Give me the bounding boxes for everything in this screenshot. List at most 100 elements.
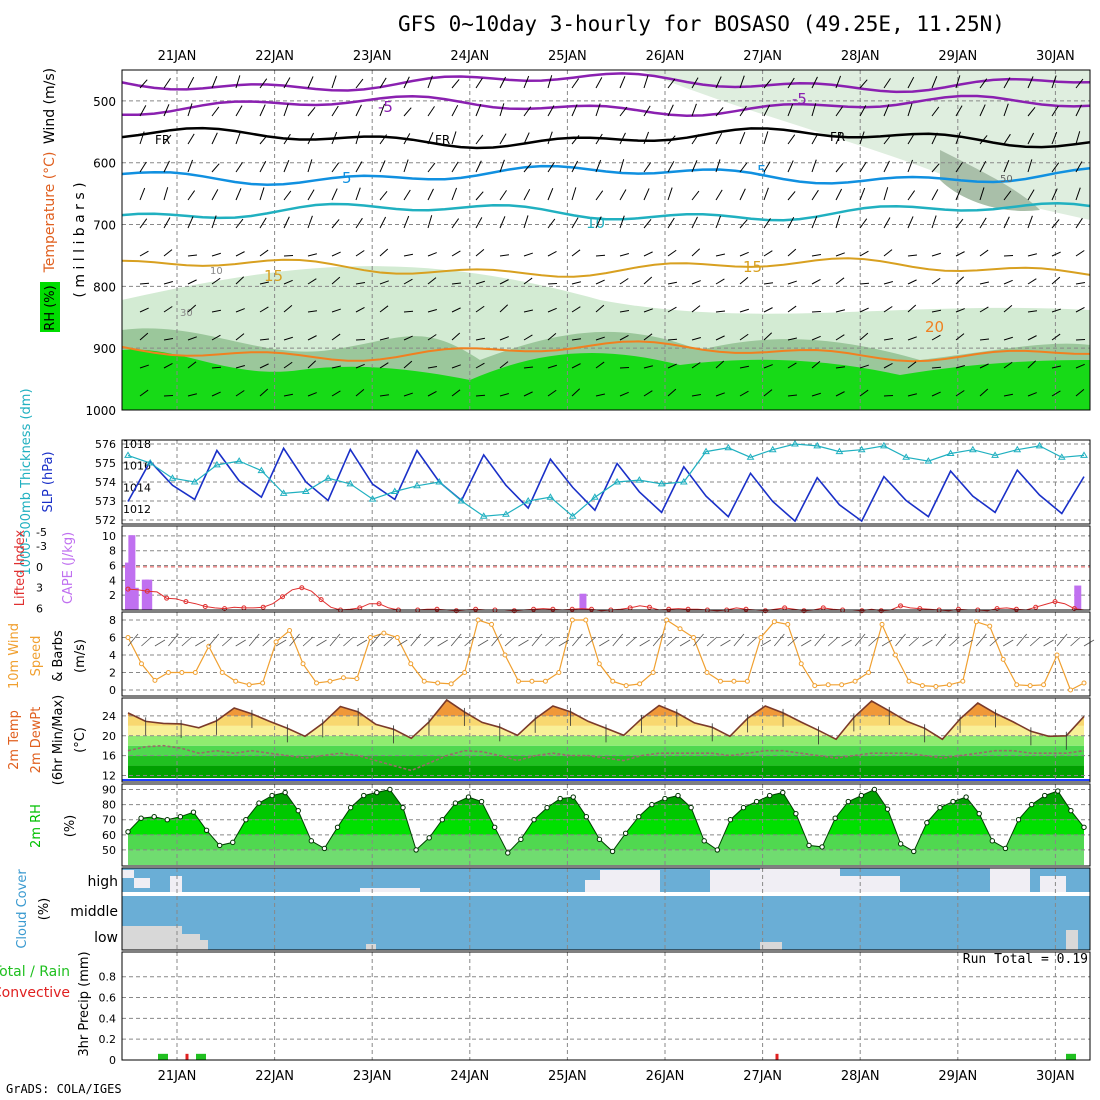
wind10-barb [585,636,597,647]
wind10-barb [881,639,893,647]
temperature-axis-label: Temperature (°C) [42,152,58,274]
wind-barb [811,76,818,89]
precip-total-bar [1066,1053,1076,1060]
wind-barb [523,188,531,201]
wind-barb [667,249,677,257]
precip-total-bar [158,1053,168,1060]
wind-barb [667,78,676,89]
wind10-barb [922,639,933,647]
wind-barb [187,103,193,117]
wind-tick: 0 [109,684,116,697]
wind-barb [763,332,773,341]
rh-tick: 80 [102,799,116,812]
wind10-barb [801,639,812,647]
thickness-point [457,497,466,504]
isotherm-line [121,202,1091,222]
wind10-point [287,628,293,633]
wind-barb [403,360,413,369]
wind-barb [763,282,774,285]
wind-barb [475,337,486,341]
wind10-barb [975,633,987,647]
wind-barb [547,389,557,397]
wind-barb [1027,159,1033,173]
wind10-barb [787,636,799,647]
wind-barb [499,254,510,257]
wind-barb [907,393,918,397]
wind10-point [327,678,333,684]
wind10-barb [1043,639,1054,647]
run-total: Run Total = 0.19 [962,952,1088,967]
wind10-barb [545,636,556,647]
wind-barb [499,304,509,313]
wind-barb [667,135,676,145]
wind-barb [571,134,580,145]
wind-barb [139,218,148,229]
lifted-point [144,588,150,594]
wind-barb [259,249,269,257]
wind10-barb [814,633,826,647]
wind-barb [811,103,817,117]
rh-band [128,804,1084,820]
wind-barb [163,187,169,201]
rh2m-panel [121,783,1091,867]
contour-label: -5 [378,98,393,116]
contour-label: 15 [743,258,762,276]
rh2m-point [295,807,301,814]
wind10-point [367,635,373,640]
rh2m-point [714,847,721,853]
lifted-point [762,608,768,614]
wind-axis-label: Wind (m/s) [42,68,58,144]
lifted-axis-label: Lifted Index [13,529,28,606]
wind-barb [1027,132,1035,145]
wind10-barb [423,636,435,647]
wind-barb [475,362,485,369]
wind-barb [139,332,149,341]
wind-barb [859,282,870,285]
rh2m-point [518,836,524,843]
wind-barb [811,392,821,397]
wind-barb [283,77,291,89]
wind-barb [979,249,989,257]
wind10-barb [706,636,718,647]
wind-barb [835,215,841,229]
wind-barb [499,159,505,173]
wind-barb [499,190,507,201]
wind-barb [403,310,414,313]
wind10-barb [343,636,354,647]
cloud-separator [122,892,1090,896]
rh2m-point [832,815,838,821]
wind-barb [235,365,245,369]
wind-barb [259,338,270,341]
wind-barb [331,105,339,117]
wind-barb [1075,363,1085,369]
precip-tick: 0.6 [99,992,117,1005]
rh-band [128,834,1084,850]
wind10-point [489,621,495,627]
wind-barb [571,281,582,285]
temp2m-label: (°C) [73,727,88,753]
wind10-point [1000,656,1006,662]
thickness-point [635,476,644,483]
wind-barb [307,392,317,397]
wind10-point [165,670,171,675]
wind-barb [163,78,171,89]
wind-barb [427,252,437,257]
wind10-point [987,623,993,629]
wind-barb [403,392,413,397]
wind10-point [421,678,427,684]
rh2m-point [609,848,616,855]
wind-barb [787,216,795,229]
date-label-bottom: 30JAN [1036,1069,1075,1084]
wind-barb [499,393,509,397]
wind-barb [523,252,533,257]
wind-barb [139,187,146,201]
wind-barb [499,336,509,341]
wind-barb [331,75,337,89]
wind-barb [691,337,701,341]
lifted-point [473,606,479,612]
wind10-barb [949,636,960,647]
wind-barb [715,159,721,173]
wind-barb [235,390,245,397]
temp2m-panel [121,697,1091,783]
